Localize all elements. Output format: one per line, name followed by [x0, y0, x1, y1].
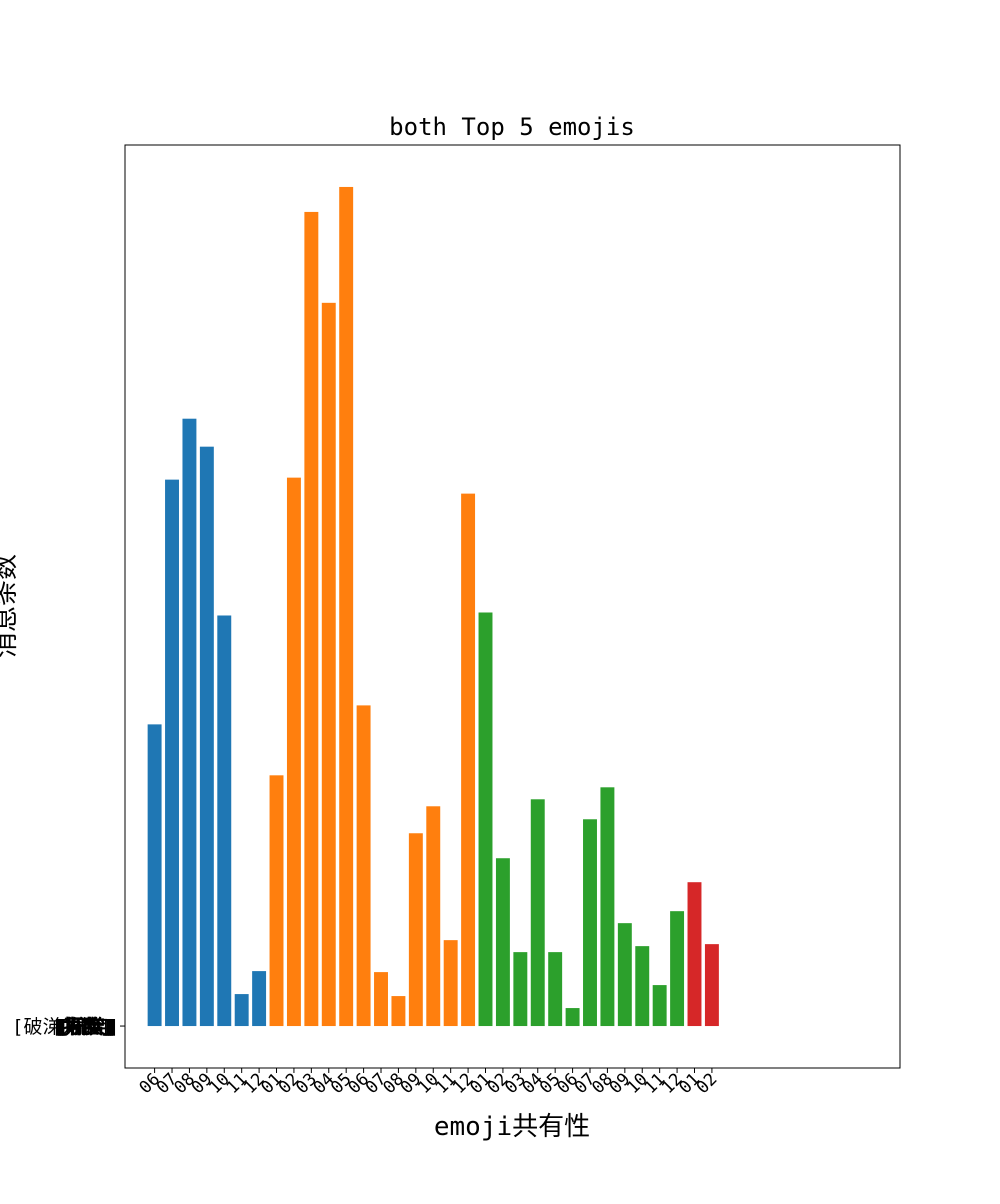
bar [374, 972, 388, 1027]
chart-title: both Top 5 emojis [389, 113, 635, 141]
bar [408, 833, 423, 1027]
y-tick-label: [捂脸] [52, 1015, 113, 1038]
y-ticks-group: [破涕为笑][捂脸][奸笑][机智][偷笑] [12, 1015, 125, 1038]
bar [199, 446, 214, 1027]
bar [269, 775, 284, 1027]
bar [217, 615, 232, 1027]
bar [234, 994, 249, 1027]
x-axis-label: emoji共有性 [434, 1112, 590, 1142]
y-tick-label: [奸笑] [54, 1015, 115, 1038]
bar [617, 923, 632, 1027]
x-ticks-group: 0607080910111201020304050607080910111201… [136, 1068, 722, 1098]
bar [443, 940, 458, 1027]
bar [147, 724, 162, 1027]
bar [583, 819, 597, 1027]
bar [652, 985, 667, 1027]
bar [391, 996, 406, 1027]
y-axis-label: 消息条数 [0, 554, 21, 658]
bar [670, 911, 685, 1027]
bar [635, 946, 650, 1027]
bar [339, 186, 354, 1027]
bar [548, 952, 563, 1027]
bar [165, 479, 179, 1027]
y-tick-label: [破涕为笑] [12, 1016, 111, 1038]
bar [600, 787, 615, 1027]
bar [461, 493, 476, 1027]
bar [252, 971, 267, 1027]
bar [530, 799, 545, 1027]
bars-group [147, 186, 719, 1027]
bar [704, 944, 719, 1027]
bar [182, 418, 197, 1027]
bar [286, 477, 301, 1027]
x-tick-label: 02 [693, 1069, 722, 1098]
bar [687, 882, 702, 1027]
bar [478, 612, 493, 1027]
bar [513, 952, 528, 1027]
bar [495, 858, 510, 1027]
bar [426, 806, 441, 1027]
bar [356, 705, 371, 1027]
y-tick-label: [机智] [56, 1015, 117, 1038]
bar [565, 1008, 580, 1027]
plot-area-frame [124, 144, 901, 1069]
bar [304, 211, 319, 1027]
bar [321, 302, 336, 1027]
y-tick-label: [偷笑] [58, 1015, 119, 1038]
